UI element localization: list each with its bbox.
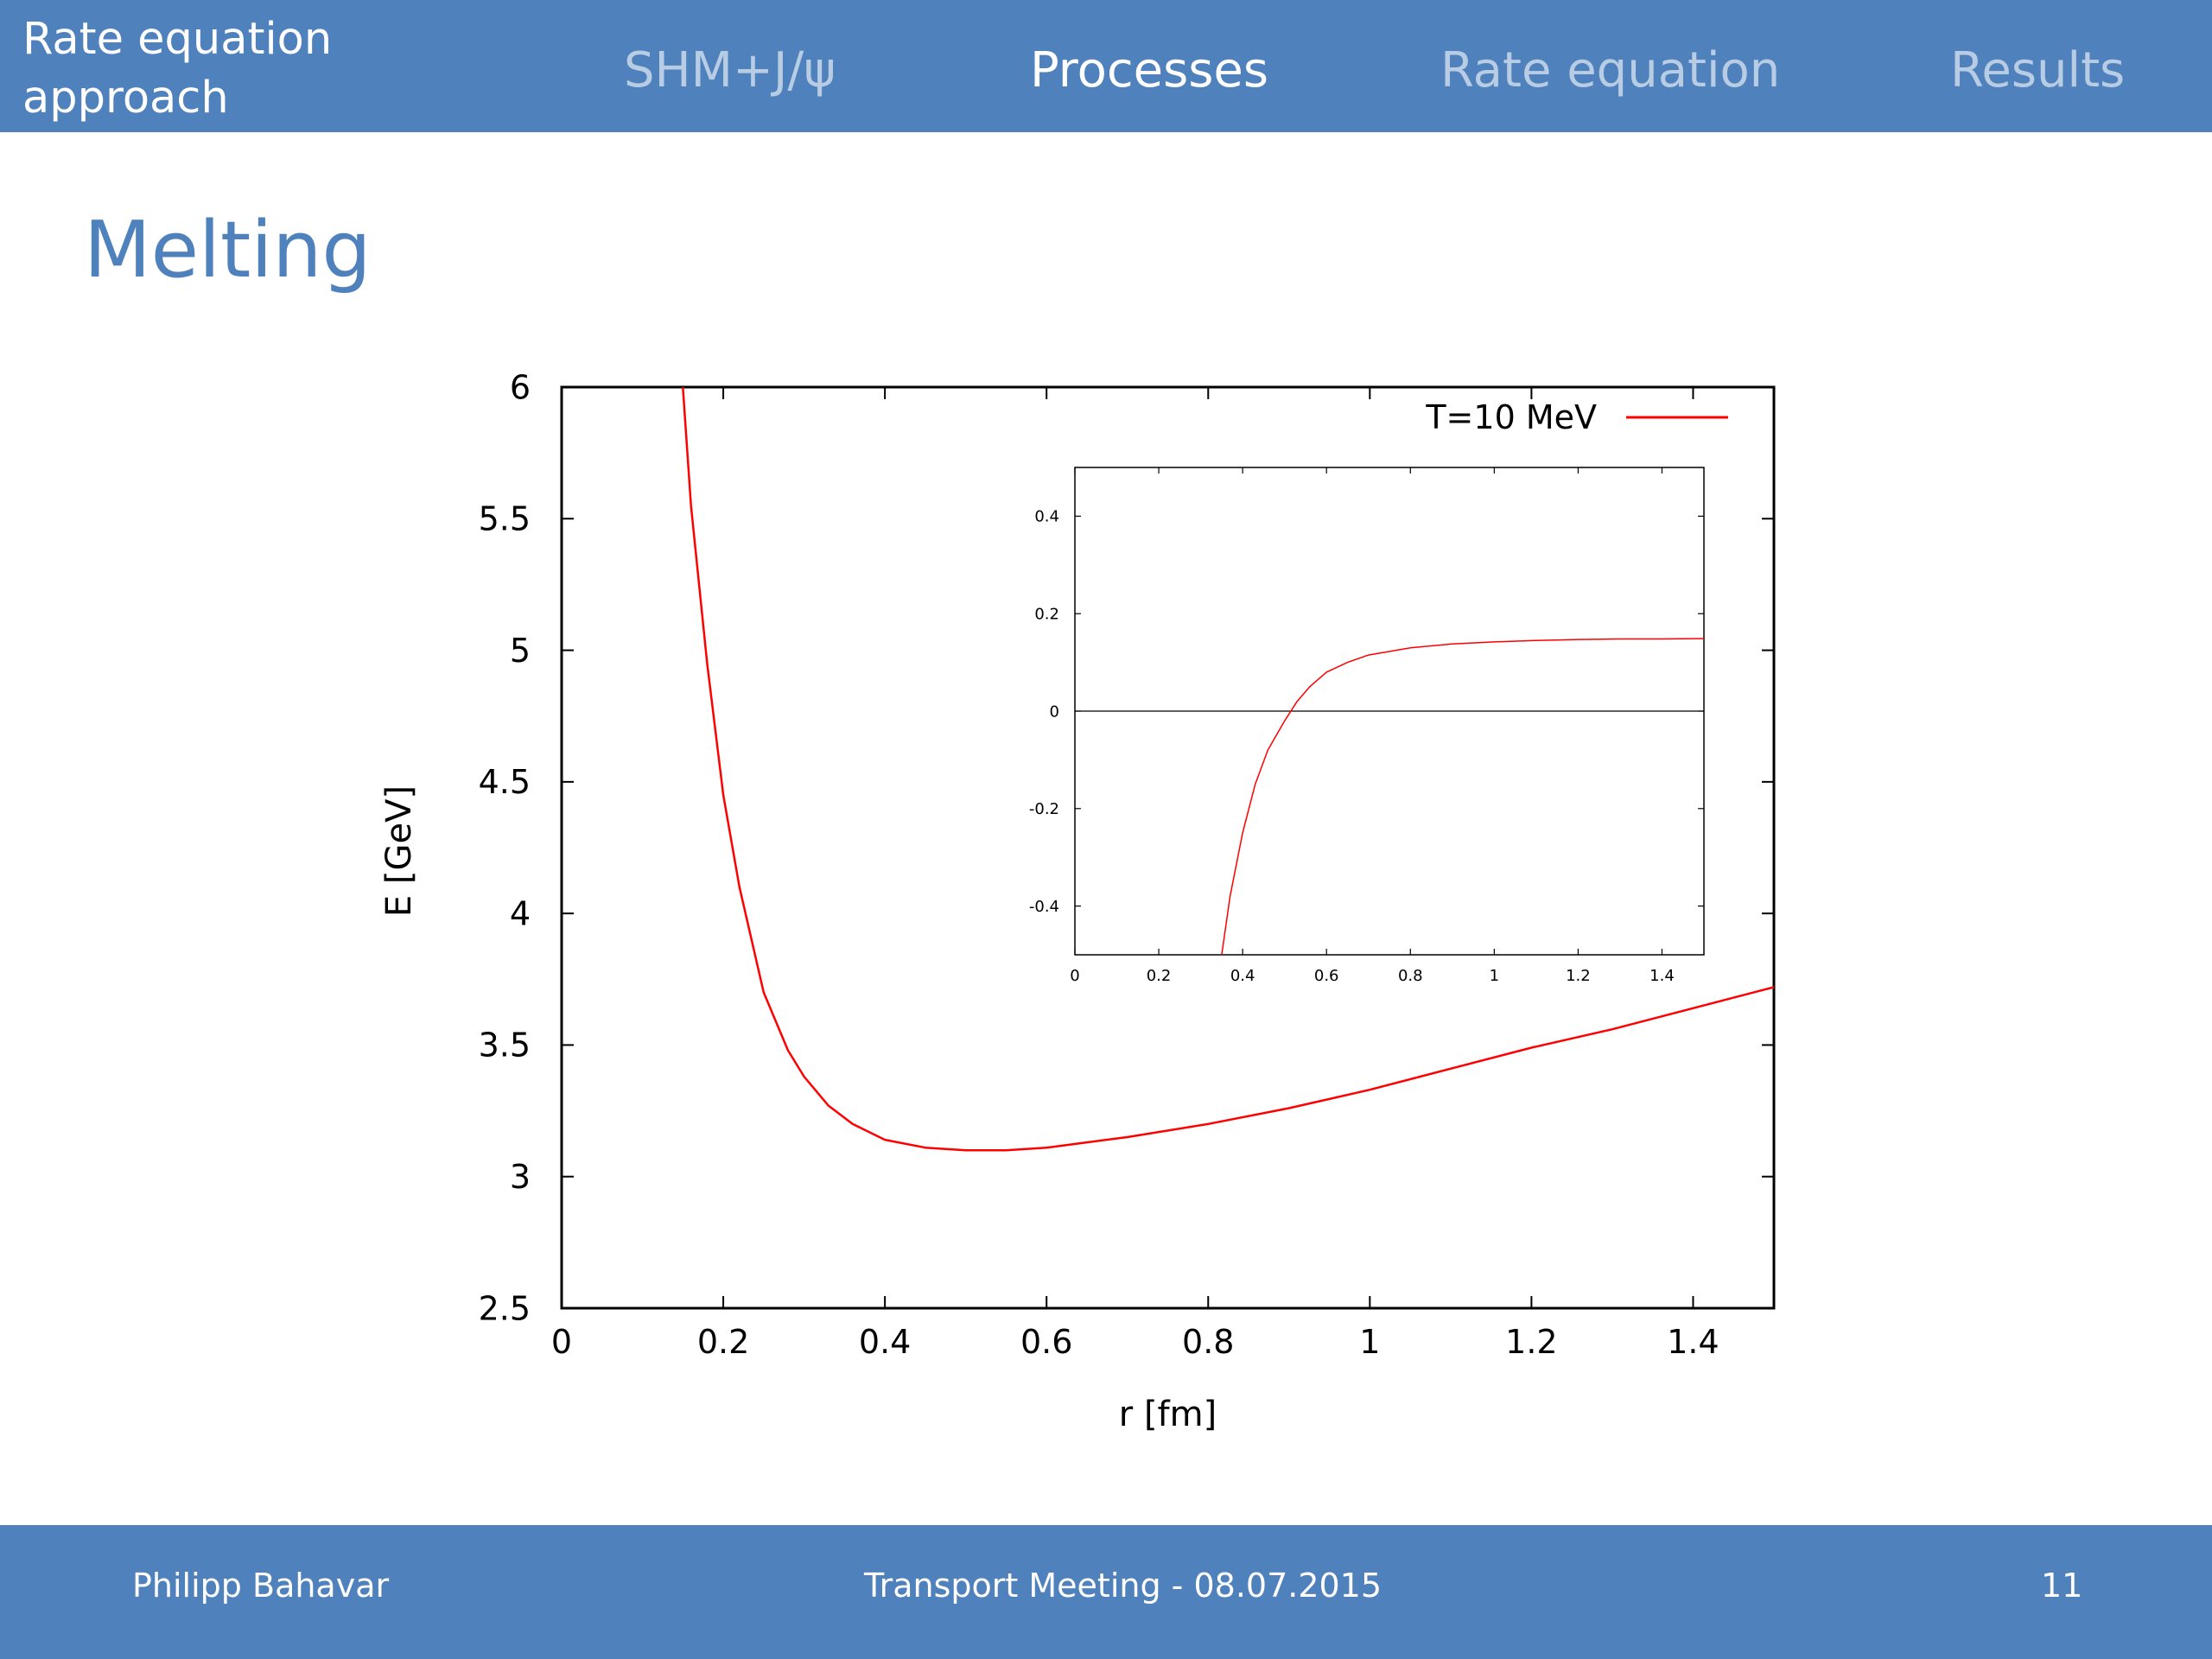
main-x-tick-label: 1.4 [1667, 1323, 1719, 1361]
main-y-axis-label: E [GeV] [379, 785, 419, 917]
legend-label: T=10 MeV [1425, 398, 1597, 436]
deck-title-line2: to J/ψ equilibration [22, 131, 429, 182]
inset-plot: 0 0.2 0.4 0.6 0.8 1 1.2 1.4 -0.4 -0.2 0 0.2 0.4 [1029, 467, 1705, 985]
nav-item-rate-equation[interactable]: Rate equation [1440, 42, 1781, 99]
inset-y-tick-label: 0 [1050, 702, 1059, 721]
inset-y-tick-label: 0.4 [1034, 508, 1059, 526]
footer-author: Philipp Bahavar [132, 1567, 390, 1605]
main-frame [560, 385, 1776, 1310]
main-y-tick-label: 5.5 [479, 500, 531, 538]
main-x-tick-label: 0.2 [697, 1323, 749, 1361]
nav-item-results[interactable]: Results [1950, 42, 2126, 99]
main-series-line [682, 387, 1774, 1152]
inset-x-tick-label: 1 [1490, 967, 1499, 985]
main-y-tick-label: 4 [510, 894, 531, 932]
main-y-tick-label: 5 [510, 632, 531, 670]
footer-event: Transport Meeting - 08.07.2015 [864, 1567, 1382, 1605]
inset-y-tick-label: 0.2 [1034, 606, 1059, 624]
inset-x-tick-label: 0.2 [1147, 967, 1172, 985]
main-x-tick-label: 1.2 [1505, 1323, 1557, 1361]
main-x-tick-label: 0.4 [859, 1323, 911, 1361]
inset-y-tick-label: -0.2 [1029, 800, 1059, 818]
inset-x-tick-label: 1.4 [1649, 967, 1675, 985]
main-y-tick-label: 3.5 [479, 1027, 531, 1065]
inset-x-tick-label: 0 [1070, 967, 1079, 985]
deck-title: Rate equation approach to J/ψ equilibrat… [22, 10, 541, 187]
main-y-tick-label: 3 [510, 1158, 531, 1196]
main-y-tick-label: 4.5 [479, 763, 531, 801]
main-x-tick-label: 0 [551, 1323, 572, 1361]
inset-x-tick-label: 1.2 [1566, 967, 1591, 985]
inset-x-tick-label: 0.8 [1398, 967, 1423, 985]
footer-page-number: 11 [2041, 1567, 2083, 1605]
inset-x-tick-label: 0.6 [1314, 967, 1339, 985]
nav-item-shm-jpsi[interactable]: SHM+J/ψ [624, 42, 836, 99]
main-y-tick-label: 6 [510, 368, 531, 406]
main-plot: 0 0.2 0.4 0.6 0.8 1 1.2 1.4 2.5 3 3.5 4 4.5 5 5.5 6 r [f… [379, 368, 1776, 1434]
main-x-tick-label: 1 [1359, 1323, 1380, 1361]
footer-bar: Philipp Bahavar Transport Meeting - 08.0… [0, 1525, 2212, 1659]
slide-title: Melting [84, 205, 372, 296]
main-y-tick-label: 2.5 [479, 1289, 531, 1327]
inset-y-tick-label: -0.4 [1029, 898, 1059, 916]
header-bar: Rate equation approach to J/ψ equilibrat… [0, 0, 2212, 182]
main-x-tick-label: 0.6 [1020, 1323, 1072, 1361]
nav-item-processes[interactable]: Processes [1030, 42, 1269, 99]
deck-title-line1: Rate equation approach [22, 14, 333, 124]
inset-x-tick-label: 0.4 [1230, 967, 1255, 985]
main-x-axis-label: r [fm] [1119, 1395, 1217, 1434]
main-x-tick-label: 0.8 [1182, 1323, 1234, 1361]
